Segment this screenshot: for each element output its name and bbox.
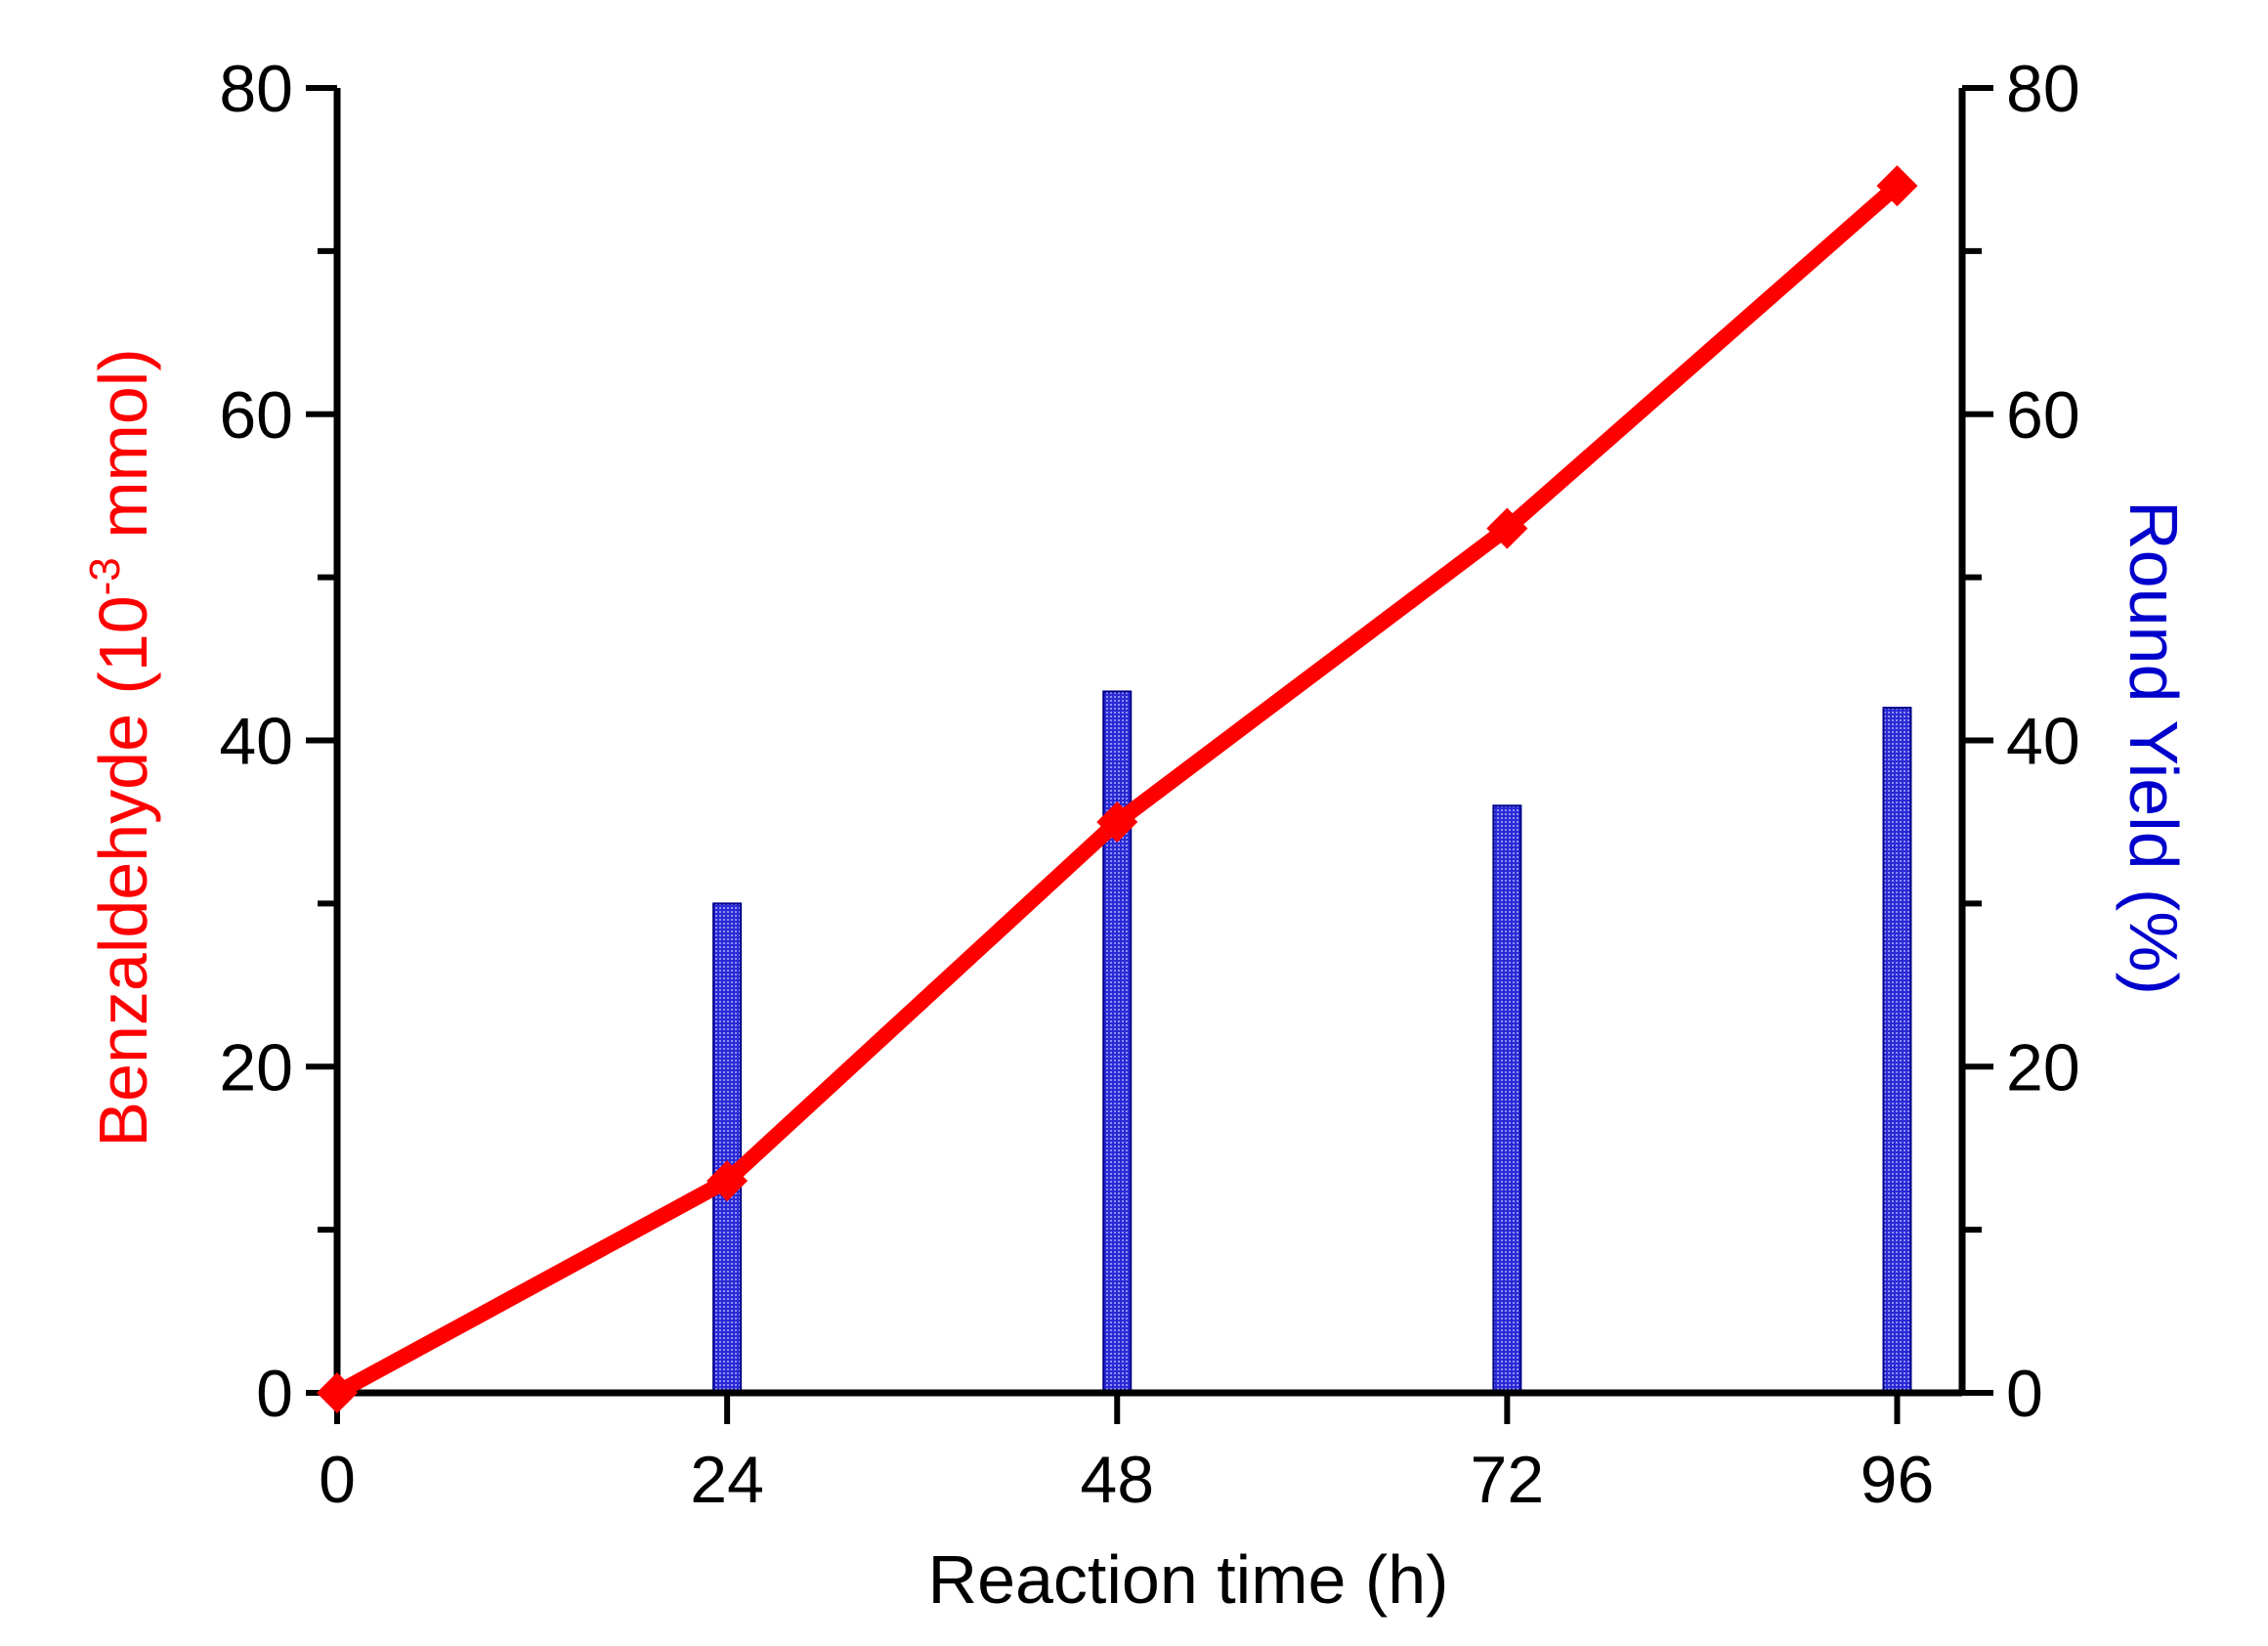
yield-bar	[1102, 690, 1133, 1394]
x-axis-title: Reaction time (h)	[928, 1541, 1449, 1618]
left-tick-label: 20	[219, 1030, 293, 1105]
right-tick-label: 20	[2006, 1030, 2080, 1105]
yield-bar	[1882, 707, 1912, 1394]
left-axis-title-superscript: -3	[81, 557, 129, 595]
benzaldehyde-point	[1876, 165, 1918, 207]
left-axis-title: Benzaldehyde (10-3 mmol)	[81, 348, 161, 1147]
yield-bar	[1492, 804, 1522, 1394]
x-tick-label: 96	[1861, 1443, 1935, 1517]
right-tick-label: 60	[2006, 378, 2080, 453]
benzaldehyde-point	[317, 1372, 358, 1413]
yield-bar	[712, 902, 743, 1394]
left-axis-title-main: Benzaldehyde (10	[85, 595, 161, 1147]
yield-bars	[712, 690, 1912, 1394]
x-tick-label: 24	[690, 1443, 764, 1517]
x-tick-label: 48	[1080, 1443, 1154, 1517]
x-tick-label: 72	[1471, 1443, 1545, 1517]
benzaldehyde-line-series	[317, 165, 1918, 1413]
left-tick-label: 40	[219, 705, 293, 779]
benzaldehyde-point	[706, 1160, 749, 1202]
right-tick-label: 80	[2006, 52, 2080, 126]
x-tick-label: 0	[319, 1443, 356, 1517]
axes	[306, 85, 1993, 1424]
tick-labels: 0 20 40 60 80 0 20 40 60 80 0 24 48 72 96	[219, 52, 2079, 1517]
right-tick-label: 40	[2006, 705, 2080, 779]
left-axis-title-tail: mmol)	[85, 348, 161, 557]
right-axis-title: Round Yield (%)	[2116, 500, 2192, 995]
benzaldehyde-point	[1486, 507, 1528, 549]
right-tick-label: 0	[2006, 1357, 2043, 1431]
left-tick-label: 80	[219, 52, 293, 126]
benzaldehyde-point	[1096, 801, 1138, 843]
left-tick-label: 0	[256, 1357, 293, 1431]
left-tick-label: 60	[219, 378, 293, 453]
